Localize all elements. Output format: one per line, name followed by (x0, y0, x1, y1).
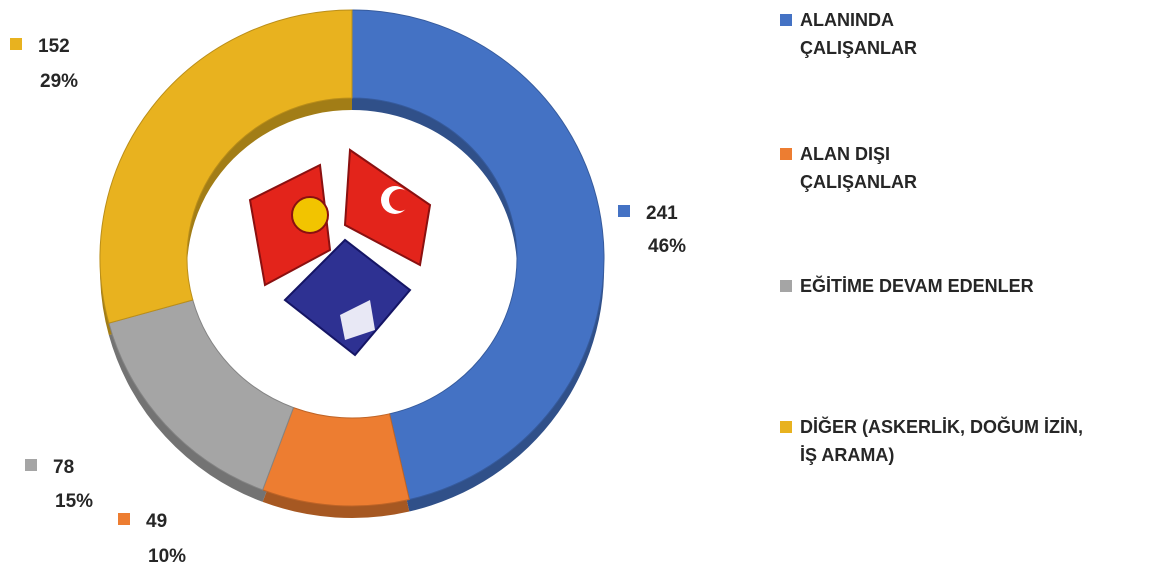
legend-label: ALANINDA ÇALIŞANLAR (800, 10, 917, 58)
legend-item: EĞİTİME DEVAM EDENLER (780, 272, 1165, 300)
percent-label: 15% (55, 491, 93, 512)
label-marker (118, 513, 130, 525)
value-label: 152 (38, 36, 70, 57)
donut (99, 9, 605, 507)
value-label: 49 (146, 511, 167, 532)
legend-swatch (780, 14, 792, 26)
legend-swatch (780, 421, 792, 433)
slice (351, 9, 605, 501)
legend-label: ALAN DIŞI ÇALIŞANLAR (800, 144, 917, 192)
percent-label: 29% (40, 71, 78, 92)
label-marker (10, 38, 22, 50)
label-marker (618, 205, 630, 217)
legend-swatch (780, 148, 792, 160)
legend-item: ALAN DIŞI ÇALIŞANLAR (780, 140, 1165, 196)
center-logo (248, 148, 432, 357)
legend-label: EĞİTİME DEVAM EDENLER (800, 276, 1034, 296)
legend-swatch (780, 280, 792, 292)
slice (99, 9, 353, 324)
legend-item: DİĞER (ASKERLİK, DOĞUM İZİN, İŞ ARAMA) (780, 413, 1165, 469)
percent-label: 10% (148, 546, 186, 567)
label-marker (25, 459, 37, 471)
value-label: 241 (646, 203, 678, 224)
legend-item: ALANINDA ÇALIŞANLAR (780, 6, 1165, 62)
value-label: 78 (53, 457, 74, 478)
percent-label: 46% (648, 236, 686, 257)
legend-label: DİĞER (ASKERLİK, DOĞUM İZİN, İŞ ARAMA) (800, 417, 1083, 465)
